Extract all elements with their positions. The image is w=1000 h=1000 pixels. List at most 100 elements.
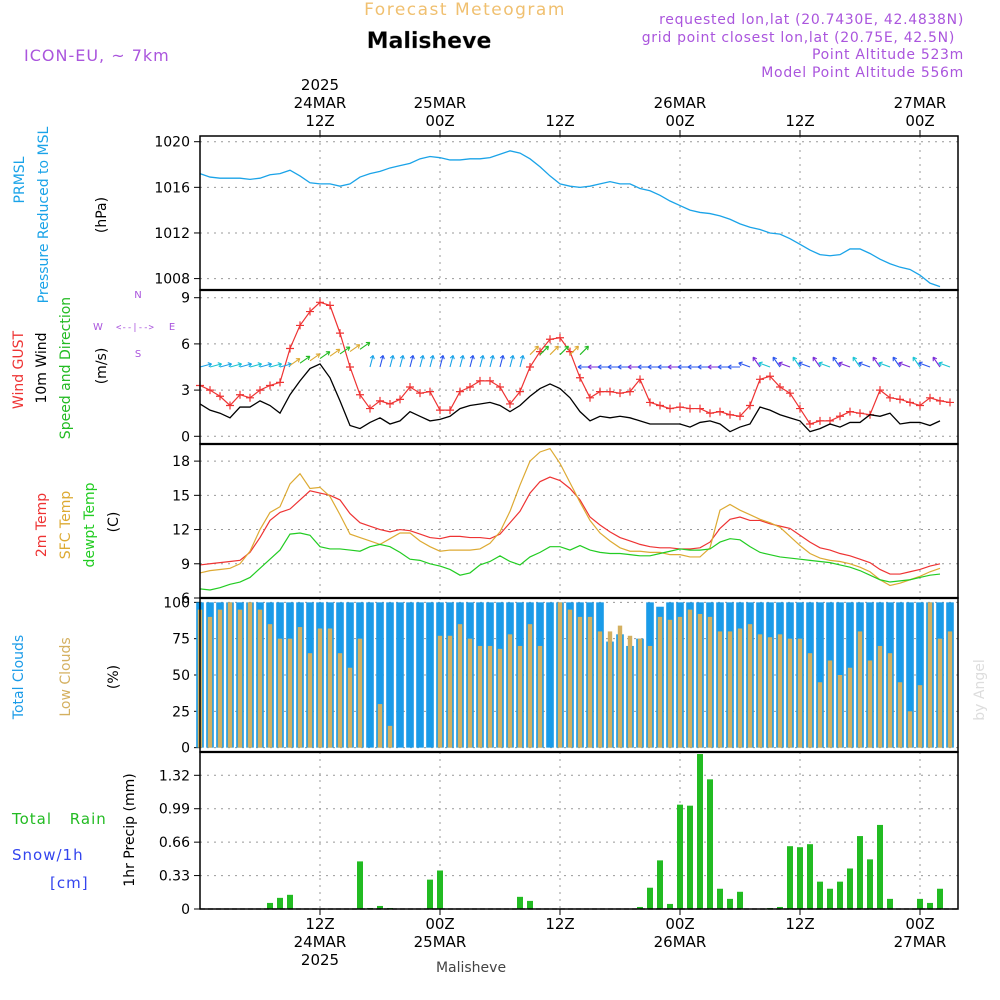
wind-direction-arrow <box>409 355 415 368</box>
wind-direction-arrow <box>792 356 801 368</box>
gust-marker <box>226 401 234 410</box>
gust-marker <box>836 412 844 421</box>
pressure-panel: 1008 1012 1016 1020 <box>154 135 959 291</box>
pressure-label-msl: Pressure Reduced to MSL <box>36 126 52 303</box>
top-time-label: 27MAR <box>894 94 947 112</box>
wind-direction-arrow <box>349 344 361 353</box>
gust-marker <box>466 383 474 392</box>
compass-e: E <box>169 322 175 333</box>
total-cloud-bar <box>366 602 374 748</box>
wind-direction-arrow <box>209 362 222 368</box>
low-cloud-bar <box>907 711 913 748</box>
total-cloud-bar <box>546 602 554 748</box>
wind-direction-arrow <box>892 356 901 368</box>
precip-panel: 0 0.33 0.66 0.99 1.32 <box>159 750 959 918</box>
top-title: Forecast Meteogram <box>364 0 566 20</box>
total-cloud-bar <box>376 602 384 748</box>
gust-marker <box>746 401 754 410</box>
rain-bar <box>727 898 733 909</box>
rain-bar <box>637 906 643 909</box>
low-cloud-bar <box>557 602 563 748</box>
low-cloud-bar <box>467 638 473 748</box>
gust-marker <box>266 381 274 390</box>
gust-marker <box>576 373 584 382</box>
model-point-altitude: Model Point Altitude 556m <box>761 65 964 81</box>
wind-unit: (m/s) <box>94 348 110 385</box>
gust-marker <box>736 412 744 421</box>
gust-marker <box>676 403 684 412</box>
low-cloud-bar <box>517 645 523 748</box>
gust-marker <box>756 375 764 384</box>
wind-direction-arrow <box>359 341 371 350</box>
wind-direction-arrow <box>579 345 590 356</box>
wind-direction-arrow <box>489 355 495 368</box>
dewpt-line <box>199 532 941 591</box>
low-cloud-bar <box>767 637 773 748</box>
wind-direction-arrow <box>832 356 841 368</box>
wind-direction-arrow <box>559 345 570 356</box>
rain-bar <box>817 881 823 909</box>
gust-marker <box>726 410 734 419</box>
gust-marker <box>796 404 804 413</box>
y-tick-label: 1020 <box>154 135 190 151</box>
low-cloud-bar <box>447 635 453 748</box>
footer-location: Malisheve <box>436 960 506 976</box>
bottom-time-label: 00Z <box>905 915 934 933</box>
temp-sfc-label: SFC Temp <box>58 491 74 560</box>
temp-dewpt-label: dewpt Temp <box>82 482 98 567</box>
wind-direction-arrow <box>539 345 550 356</box>
total-cloud-bar <box>906 602 914 748</box>
low-cloud-bar <box>437 635 443 748</box>
top-time-label: 24MAR <box>294 94 347 112</box>
y-tick-label: 75 <box>172 632 190 648</box>
pressure-label-prmsl: PRMSL <box>12 156 28 203</box>
bottom-time-label: 27MAR <box>894 933 947 951</box>
wind-direction-arrow <box>858 361 871 368</box>
gust-marker <box>516 387 524 396</box>
wind-direction-arrow <box>369 355 375 368</box>
compass-n: N <box>134 290 141 301</box>
y-tick-label: 6 <box>181 337 190 353</box>
low-cloud-bar <box>537 645 543 748</box>
low-cloud-bar <box>377 704 383 748</box>
watermark: by Angel <box>972 659 988 720</box>
low-cloud-bar <box>897 682 903 748</box>
gust-marker <box>396 395 404 404</box>
low-cloud-bar <box>247 602 253 748</box>
temperature-panel: 6 9 12 15 18 <box>172 442 959 607</box>
snow-label: Snow/1h <box>12 846 84 864</box>
wind-direction-arrow <box>479 355 485 368</box>
bottom-time-label: 25MAR <box>414 933 467 951</box>
low-cloud-bar <box>847 667 853 748</box>
y-tick-label: 0 <box>181 902 190 918</box>
top-time-label: 12Z <box>785 112 814 130</box>
gust-marker <box>636 375 644 384</box>
low-cloud-bar <box>327 628 333 748</box>
low-cloud-bar <box>477 645 483 748</box>
low-cloud-bar <box>237 609 243 748</box>
total-rain-label: Total Rain <box>11 810 107 828</box>
wind-direction-arrow <box>269 362 282 368</box>
gust-marker <box>896 395 904 404</box>
gust-marker <box>776 383 784 392</box>
point-altitude: Point Altitude 523m <box>812 47 964 63</box>
wind-direction-arrow <box>878 361 891 368</box>
gust-marker <box>616 389 624 398</box>
gust-marker <box>496 383 504 392</box>
low-cloud-bar <box>657 616 663 748</box>
gust-marker <box>596 387 604 396</box>
wind-direction-arrow <box>758 361 771 368</box>
rain-bar <box>437 870 443 909</box>
gust-marker <box>246 393 254 402</box>
low-cloud-bar <box>867 660 873 748</box>
wind-speed-dir-label: Speed and Direction <box>58 297 74 439</box>
wind-direction-arrow <box>778 361 791 368</box>
rain-bar <box>697 754 703 909</box>
wind-direction-arrow <box>289 358 301 366</box>
gust-marker <box>236 390 244 399</box>
wind-direction-arrow <box>239 362 252 368</box>
top-time-label: 2025 <box>301 76 339 94</box>
panel-frame <box>199 135 959 291</box>
rain-bar <box>287 894 293 909</box>
y-tick-label: 12 <box>172 523 190 539</box>
